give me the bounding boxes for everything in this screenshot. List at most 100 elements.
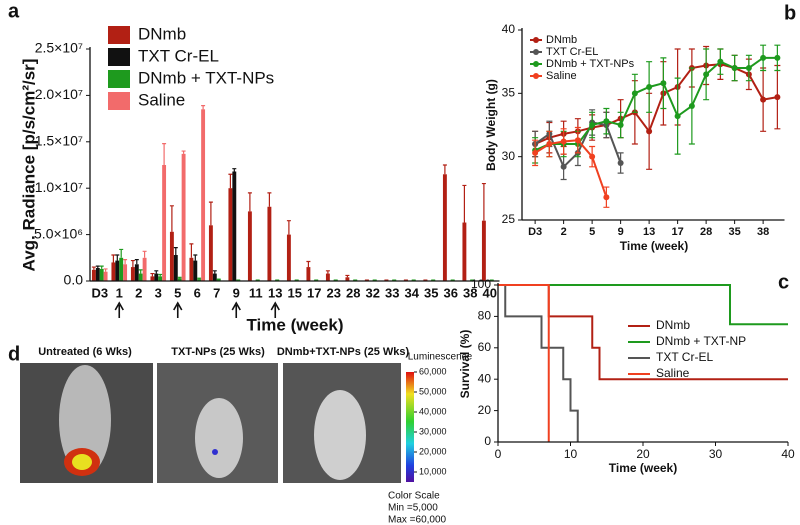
treatment-arrow [173,301,183,318]
error-bar [232,168,237,172]
survival-curve [498,284,788,326]
x-tick-label: 38 [463,285,477,300]
bar [306,267,311,281]
x-tick-label: 35 [424,285,438,300]
y-tick-label: 100 [471,277,491,291]
x-tick-label: 38 [757,226,769,238]
point [760,96,767,103]
bar [345,277,350,281]
error-bar [162,143,167,165]
error-bar [193,254,198,261]
color-scale-title: Color Scale [388,491,440,502]
error-bar [142,250,147,258]
image-panel: Untreated (6 Wks) TXT-NPs (25 Wks) DNmb+… [20,346,473,525]
bar [286,234,291,281]
y-tick-label: 1.0×10⁷ [35,179,83,195]
point [774,54,781,61]
bar [134,264,139,281]
x-tick-label: 20 [636,447,650,461]
bar [216,279,221,281]
error-bar [95,265,100,269]
colorbar-tick-label: 10,000 [419,466,447,476]
series-line [534,139,608,198]
bar [201,109,206,281]
x-tick-label: 7 [213,285,220,300]
error-bar [177,276,182,279]
bar [173,255,178,281]
y-tick-label: 80 [478,309,492,323]
x-axis-label: Time (week) [609,461,677,475]
legend-marker [533,49,539,55]
error-bar [169,205,174,232]
x-tick-label: 9 [233,285,240,300]
y-tick-label: 35 [502,86,516,100]
error-bar [99,265,104,269]
point [774,94,781,101]
y-tick-label: 1.5×10⁷ [35,133,83,149]
error-bar [325,270,330,274]
error-bar [247,192,252,212]
y-axis-label: Avg. Radiance [p/s/cm²/sr] [19,59,38,272]
bar [130,267,135,281]
color-bar [406,372,414,482]
bar [481,220,486,281]
panel-label: c [778,271,789,293]
x-tick-label: 17 [307,285,321,300]
legend-label: TXT Cr-EL [138,46,219,65]
legend-label: DNmb + TXT-NP [656,334,746,348]
y-tick-label: 30 [502,149,516,163]
x-tick-label: 10 [564,447,578,461]
bar [208,225,213,281]
treatment-arrow [114,301,124,318]
point [617,160,624,166]
legend-swatch [108,26,130,44]
error-bar [189,243,194,258]
treatment-arrow [270,301,280,318]
bar [267,206,272,281]
x-tick-label: 28 [346,285,360,300]
point [603,194,610,201]
y-tick-label: 60 [478,340,492,354]
bar [99,268,104,281]
image-title: TXT-NPs (25 Wks) [171,346,265,358]
legend-label: DNmb [656,318,690,332]
point [532,149,539,156]
legend-marker [533,73,539,79]
error-bar [130,259,135,268]
x-tick-label: 13 [268,285,282,300]
y-tick-label: 2.5×10⁷ [35,40,83,56]
error-bar [123,259,128,265]
legend-marker [533,37,539,43]
point [631,90,638,97]
legend-label: Saline [546,70,577,82]
point [646,128,653,135]
bar [462,222,467,281]
legend-swatch [108,48,130,66]
colorbar-tick-label: 20,000 [419,446,447,456]
x-tick-label: 40 [483,285,497,300]
point [574,137,581,144]
point [589,153,596,160]
error-bar [286,220,291,235]
mouse [59,365,111,475]
mouse [314,390,366,480]
bar [232,171,237,281]
colorbar-tick-label: 40,000 [419,406,447,416]
panel-label: a [8,0,20,22]
min-label: Min =5,000 [388,503,438,514]
image-title: Untreated (6 Wks) [38,346,132,358]
x-tick-label: 2 [561,226,567,238]
tumor-signal [72,454,92,470]
y-tick-label: 20 [478,403,492,417]
point [703,71,710,78]
tumor-signal [212,449,218,455]
x-tick-label: 33 [385,285,399,300]
colorbar-tick-label: 30,000 [419,426,447,436]
y-tick-label: 40 [478,371,492,385]
error-bar [158,273,163,277]
survival-curve [498,284,579,442]
error-bar [138,269,143,274]
bar [228,188,233,281]
bar [181,153,186,281]
bar [158,276,163,281]
